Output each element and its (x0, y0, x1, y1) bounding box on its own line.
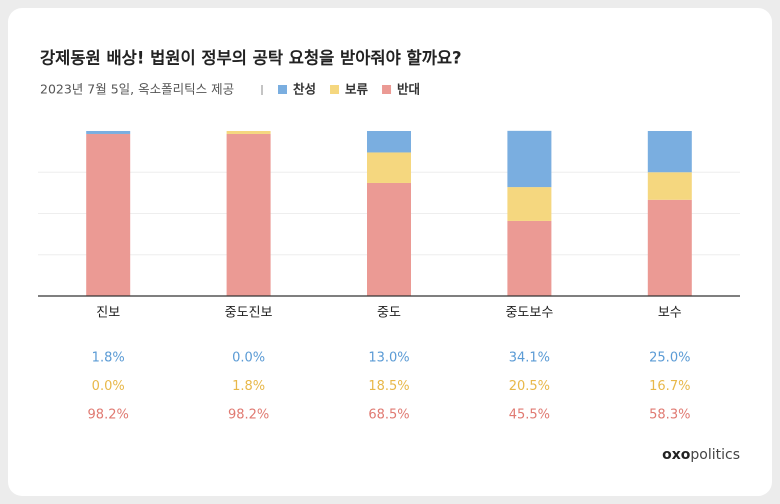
x-tick-label: 진보 (96, 306, 120, 321)
value-label: 0.0% (92, 379, 125, 394)
value-label: 1.8% (92, 351, 125, 366)
value-label: 34.1% (509, 351, 550, 366)
value-label: 18.5% (368, 379, 409, 394)
value-label: 98.2% (228, 408, 269, 423)
value-label: 45.5% (509, 408, 550, 423)
bar-segment (367, 182, 411, 296)
x-tick-label: 보수 (658, 306, 682, 321)
bar-segment (86, 133, 131, 296)
legend-label: 보류 (345, 82, 369, 97)
legend-swatch (278, 85, 287, 94)
bar-segment (647, 199, 692, 296)
value-label: 1.8% (232, 379, 265, 394)
brand-rest: politics (690, 447, 740, 463)
value-label: 25.0% (649, 351, 690, 366)
bar-segment (367, 152, 411, 183)
bar-segment (226, 131, 271, 134)
bar-segment (507, 187, 552, 221)
bar-segment (226, 133, 271, 296)
value-label: 16.7% (649, 379, 690, 394)
x-tick-label: 중도 (377, 306, 401, 321)
legend-swatch (330, 85, 340, 94)
bar-segment (507, 130, 552, 188)
value-label: 0.0% (232, 351, 265, 366)
chart-subtitle: 2023년 7월 5일, 옥소폴리틱스 제공 (40, 82, 234, 97)
bar-segment (367, 131, 411, 153)
value-label: 20.5% (509, 379, 550, 394)
value-label: 58.3% (649, 408, 690, 423)
value-label: 68.5% (368, 408, 409, 423)
bar-segment (507, 220, 552, 296)
legend-swatch (382, 85, 392, 94)
legend-label: 찬성 (293, 82, 316, 97)
value-label: 98.2% (88, 408, 129, 423)
legend-label: 반대 (397, 82, 420, 97)
brand-bold: oxo (662, 447, 691, 463)
bar-segment (647, 172, 692, 200)
chart-title: 강제동원 배상! 법원이 정부의 공탁 요청을 받아줘야 할까요? (40, 48, 462, 68)
x-tick-label: 중도보수 (505, 306, 553, 321)
bar-segment (86, 131, 131, 134)
bar-segment (647, 131, 692, 173)
x-tick-label: 중도진보 (225, 306, 273, 321)
brand: oxopolitics (662, 447, 740, 463)
value-label: 13.0% (368, 351, 409, 366)
